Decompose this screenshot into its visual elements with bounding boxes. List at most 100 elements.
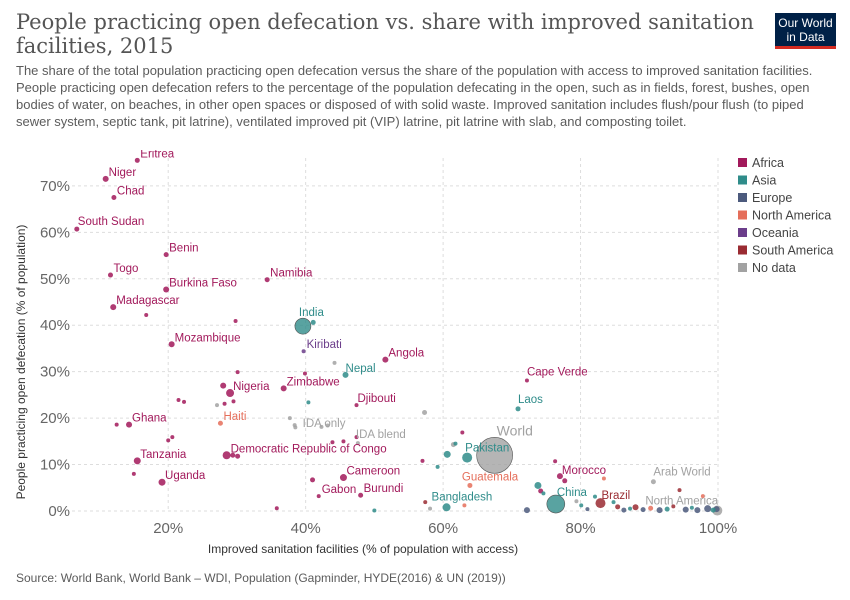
point-eritrea[interactable] (134, 157, 140, 163)
data-point[interactable] (648, 505, 654, 511)
data-point[interactable] (235, 370, 240, 375)
data-point[interactable] (306, 400, 311, 405)
legend-label-asia[interactable]: Asia (752, 174, 776, 188)
data-point[interactable] (671, 504, 676, 509)
data-point[interactable] (422, 410, 428, 416)
point-morocco[interactable] (556, 473, 563, 480)
data-point[interactable] (215, 403, 220, 408)
data-point[interactable] (330, 440, 335, 445)
data-point[interactable] (354, 435, 359, 440)
data-point[interactable] (553, 459, 558, 464)
data-point[interactable] (656, 507, 663, 514)
point-india[interactable] (294, 317, 312, 335)
point-arab-world[interactable] (650, 479, 656, 485)
data-point[interactable] (443, 450, 451, 458)
data-point[interactable] (562, 478, 568, 484)
point-ida-only[interactable] (292, 423, 297, 428)
data-point[interactable] (372, 508, 377, 513)
point-angola[interactable] (382, 356, 389, 363)
data-point[interactable] (435, 464, 440, 469)
point-haiti[interactable] (217, 420, 223, 426)
data-point[interactable] (114, 422, 119, 427)
data-point[interactable] (341, 439, 346, 444)
point-uganda[interactable] (158, 478, 166, 486)
point-tanzania[interactable] (133, 457, 141, 465)
point-world[interactable] (476, 436, 513, 474)
point-kiribati[interactable] (301, 349, 306, 354)
point-chad[interactable] (111, 194, 117, 200)
point-brazil[interactable] (595, 498, 606, 509)
point-burkina-faso[interactable] (163, 286, 170, 293)
data-point[interactable] (453, 441, 458, 446)
data-point[interactable] (592, 494, 597, 499)
point-niger[interactable] (102, 175, 109, 182)
data-point[interactable] (585, 507, 590, 512)
data-point[interactable] (332, 360, 337, 365)
data-point[interactable] (710, 507, 716, 513)
data-point[interactable] (230, 452, 236, 458)
owid-logo[interactable]: Our World in Data (775, 13, 836, 49)
point-nigeria[interactable] (226, 389, 235, 398)
data-point[interactable] (420, 458, 425, 463)
point-zimbabwe[interactable] (280, 385, 287, 392)
point-togo[interactable] (107, 272, 113, 278)
point-ghana[interactable] (126, 421, 133, 428)
data-point[interactable] (523, 507, 530, 514)
data-point[interactable] (682, 506, 689, 513)
data-point[interactable] (302, 371, 307, 376)
data-point[interactable] (231, 399, 236, 404)
data-point[interactable] (601, 476, 606, 481)
data-point[interactable] (611, 500, 616, 505)
point-pakistan[interactable] (462, 452, 473, 463)
point-mozambique[interactable] (168, 341, 175, 348)
data-point[interactable] (170, 435, 175, 440)
data-point[interactable] (166, 438, 171, 443)
data-point[interactable] (689, 505, 694, 510)
data-point[interactable] (677, 488, 682, 493)
point-nepal[interactable] (342, 371, 349, 378)
data-point[interactable] (700, 494, 705, 499)
point-gabon[interactable] (316, 494, 321, 499)
data-point[interactable] (541, 491, 546, 496)
data-point[interactable] (704, 505, 712, 513)
data-point[interactable] (144, 312, 149, 317)
data-point[interactable] (131, 471, 136, 476)
data-point[interactable] (534, 481, 542, 489)
point-djibouti[interactable] (354, 403, 359, 408)
point-democratic-republic-of-congo[interactable] (222, 451, 231, 460)
data-point[interactable] (235, 453, 241, 459)
data-point[interactable] (274, 506, 279, 511)
data-point[interactable] (319, 424, 324, 429)
legend-label-north-america[interactable]: North America (752, 209, 831, 223)
legend-label-europe[interactable]: Europe (752, 191, 792, 205)
point-cape-verde[interactable] (524, 378, 529, 383)
data-point[interactable] (176, 397, 181, 402)
data-point[interactable] (462, 503, 467, 508)
data-point[interactable] (423, 500, 428, 505)
data-point[interactable] (579, 503, 584, 508)
point-laos[interactable] (515, 406, 521, 412)
data-point[interactable] (310, 477, 316, 483)
data-point[interactable] (325, 423, 330, 428)
point-burundi[interactable] (358, 492, 364, 498)
legend-label-no-data[interactable]: No data (752, 261, 796, 275)
point-guatemala[interactable] (467, 482, 473, 488)
data-point[interactable] (628, 506, 633, 511)
data-point[interactable] (233, 319, 238, 324)
data-point[interactable] (574, 499, 579, 504)
point-madagascar[interactable] (110, 304, 117, 311)
data-point[interactable] (287, 416, 292, 421)
point-south-sudan[interactable] (74, 226, 80, 232)
data-point[interactable] (694, 507, 701, 514)
data-point[interactable] (664, 506, 670, 512)
point-bangladesh[interactable] (442, 503, 451, 512)
point-ida-blend[interactable] (355, 441, 360, 446)
point-namibia[interactable] (264, 277, 270, 283)
data-point[interactable] (182, 399, 187, 404)
data-point[interactable] (621, 507, 627, 513)
point-benin[interactable] (163, 252, 169, 258)
data-point[interactable] (428, 506, 433, 511)
data-point[interactable] (460, 430, 465, 435)
data-point[interactable] (222, 401, 227, 406)
data-point[interactable] (220, 382, 227, 389)
